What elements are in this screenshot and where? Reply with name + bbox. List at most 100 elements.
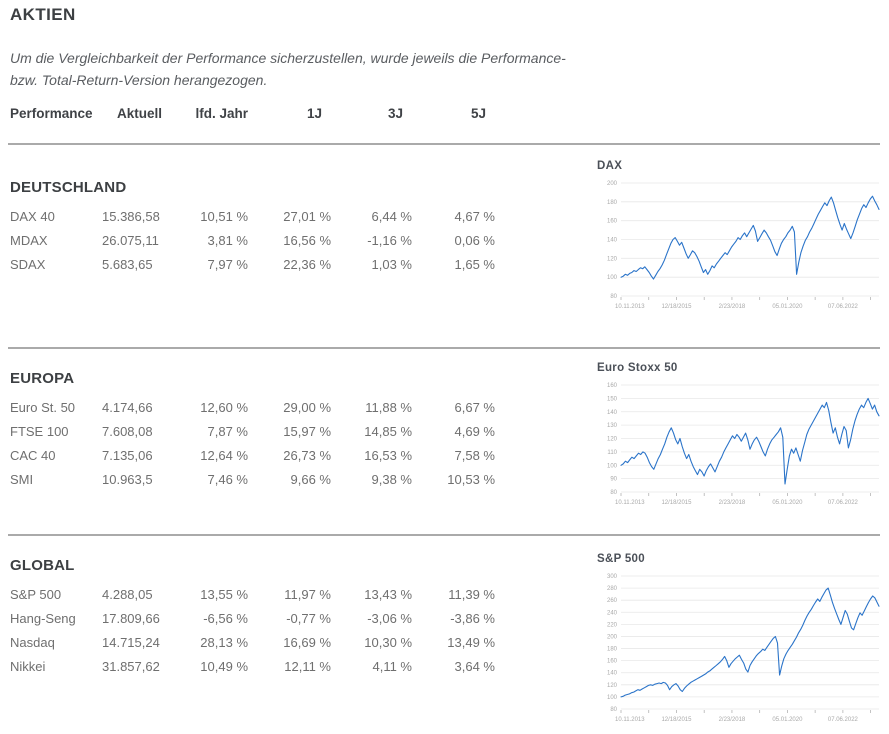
y-axis-label: 180 (607, 200, 618, 206)
x-axis-label: 07.06.2022 (828, 717, 859, 723)
value-cell: 13,43 % (364, 587, 412, 602)
section-europa: EUROPA Euro St. 50 4.174,66 12,60 % 29,00 % 1… (10, 347, 530, 492)
value-cell: 12,60 % (200, 400, 248, 415)
column-header-1: Aktuell (116, 106, 162, 121)
section-deutschland: DEUTSCHLAND DAX 40 15.386,58 10,51 % 27,01 %… (10, 179, 530, 277)
x-axis-label: 10.11.2013 (615, 304, 645, 310)
y-axis-label: 100 (607, 695, 618, 701)
y-axis-label: 220 (607, 622, 618, 628)
y-axis-label: 130 (607, 423, 618, 429)
value-cell: 26.075,11 (102, 233, 159, 248)
y-axis-label: 160 (607, 219, 618, 225)
value-cell: 4.288,05 (102, 587, 153, 602)
index-name: Hang-Seng (10, 611, 76, 626)
value-cell: -3,86 % (450, 611, 495, 626)
value-cell: 13,55 % (200, 587, 248, 602)
value-cell: 31.857,62 (102, 659, 160, 674)
chart-euro-stoxx-50: Euro Stoxx 50 80 90 100 110 120 130 140 150 160 10… (595, 362, 887, 512)
index-name: FTSE 100 (10, 424, 69, 439)
y-axis-label: 80 (610, 294, 617, 300)
y-axis-label: 90 (610, 477, 617, 483)
value-cell: -3,06 % (367, 611, 412, 626)
chart-canvas: 80 100 120 140 160 180 200 220 240 260 280 300 10.11… (607, 574, 880, 723)
value-cell: 11,97 % (284, 587, 331, 602)
value-cell: 16,56 % (283, 233, 331, 248)
value-cell: 10,49 % (200, 659, 248, 674)
value-cell: 4,67 % (454, 209, 495, 224)
y-axis-label: 160 (607, 659, 618, 665)
x-axis-label: 05.01.2020 (772, 304, 803, 310)
value-cell: 17.809,66 (102, 611, 160, 626)
value-cell: 15,97 % (283, 424, 331, 439)
value-cell: 9,66 % (290, 472, 331, 487)
x-axis-label: 05.01.2020 (772, 717, 803, 723)
value-cell: 4,69 % (454, 424, 495, 439)
disclaimer-text: Um die Vergleichbarkeit der Performance … (10, 48, 620, 91)
x-axis-label: 10.11.2013 (615, 500, 645, 506)
x-axis-label: 2/23/2018 (719, 304, 746, 310)
value-cell: 3,64 % (454, 659, 495, 674)
value-cell: 7,87 % (207, 424, 248, 439)
value-cell: 11,39 % (448, 587, 495, 602)
value-cell: 28,13 % (200, 635, 248, 650)
value-cell: 29,00 % (283, 400, 331, 415)
value-cell: 16,69 % (283, 635, 331, 650)
value-cell: 6,67 % (454, 400, 495, 415)
y-axis-label: 80 (610, 490, 617, 496)
x-axis-label: 10.11.2013 (615, 717, 645, 723)
y-axis-label: 280 (607, 586, 618, 592)
y-axis-label: 140 (607, 671, 618, 677)
y-axis-label: 140 (607, 238, 618, 244)
x-axis-label: 2/23/2018 (719, 500, 746, 506)
x-axis-label: 12/18/2015 (661, 500, 692, 506)
index-name: SMI (10, 472, 34, 487)
y-axis-label: 200 (607, 181, 618, 187)
value-cell: 4,11 % (372, 659, 412, 674)
value-cell: 12,64 % (200, 448, 248, 463)
y-axis-label: 260 (607, 598, 618, 604)
y-axis-label: 120 (607, 683, 618, 689)
value-cell: 10.963,5 (102, 472, 153, 487)
chart-dax: DAX 80 100 120 140 160 180 200 10.11.2013 12/18/2… (595, 160, 887, 316)
value-cell: 15.386,58 (102, 209, 160, 224)
x-axis-label: 12/18/2015 (661, 717, 692, 723)
value-cell: 7,58 % (454, 448, 495, 463)
index-name: Euro St. 50 (10, 400, 76, 415)
table-row: S&P 500 4.288,05 13,55 % 11,97 % 13,43 % 11,3… (10, 583, 530, 607)
section-global: GLOBAL S&P 500 4.288,05 13,55 % 11,97 % 13,43… (10, 534, 530, 679)
value-cell: 4.174,66 (102, 400, 153, 415)
value-cell: 11,88 % (365, 400, 412, 415)
table-row: Euro St. 50 4.174,66 12,60 % 29,00 % 11,88 %… (10, 396, 530, 420)
index-name: Nasdaq (10, 635, 55, 650)
value-cell: -1,16 % (367, 233, 412, 248)
chart-s-p-500: S&P 500 80 100 120 140 160 180 200 220 240 260 280 3… (595, 553, 887, 729)
chart-line-series (620, 195, 880, 280)
value-cell: 13,49 % (447, 635, 495, 650)
index-name: S&P 500 (10, 587, 62, 602)
chart-canvas: 80 90 100 110 120 130 140 150 160 10.11.2013 12/18… (607, 383, 880, 506)
value-cell: 10,51 % (200, 209, 248, 224)
section-divider (8, 143, 880, 145)
disclaimer-line-1: Um die Vergleichbarkeit der Performance … (10, 50, 566, 66)
section-rows: Euro St. 50 4.174,66 12,60 % 29,00 % 11,88 %… (10, 396, 530, 492)
chart-line-series (620, 587, 880, 698)
value-cell: -0,77 % (286, 611, 331, 626)
y-axis-label: 300 (607, 574, 618, 580)
value-cell: 10,53 % (447, 472, 495, 487)
x-axis-label: 07.06.2022 (828, 304, 859, 310)
value-cell: 7,97 % (207, 257, 248, 272)
section-rows: DAX 40 15.386,58 10,51 % 27,01 % 6,44 % 4,67 … (10, 205, 530, 277)
value-cell: 27,01 % (283, 209, 331, 224)
x-axis-label: 2/23/2018 (719, 717, 746, 723)
value-cell: 3,81 % (207, 233, 248, 248)
table-row: DAX 40 15.386,58 10,51 % 27,01 % 6,44 % 4,67 … (10, 205, 530, 229)
column-header-0: Performance (10, 106, 93, 121)
value-cell: 0,06 % (454, 233, 495, 248)
section-divider (8, 347, 880, 349)
y-axis-label: 120 (607, 437, 618, 443)
column-header-2: lfd. Jahr (195, 106, 248, 121)
y-axis-label: 160 (607, 383, 618, 389)
table-header-row: Performance Aktuell lfd. Jahr 1J 3J 5J (10, 106, 495, 121)
table-row: SDAX 5.683,65 7,97 % 22,36 % 1,03 % 1,65 % (10, 253, 530, 277)
